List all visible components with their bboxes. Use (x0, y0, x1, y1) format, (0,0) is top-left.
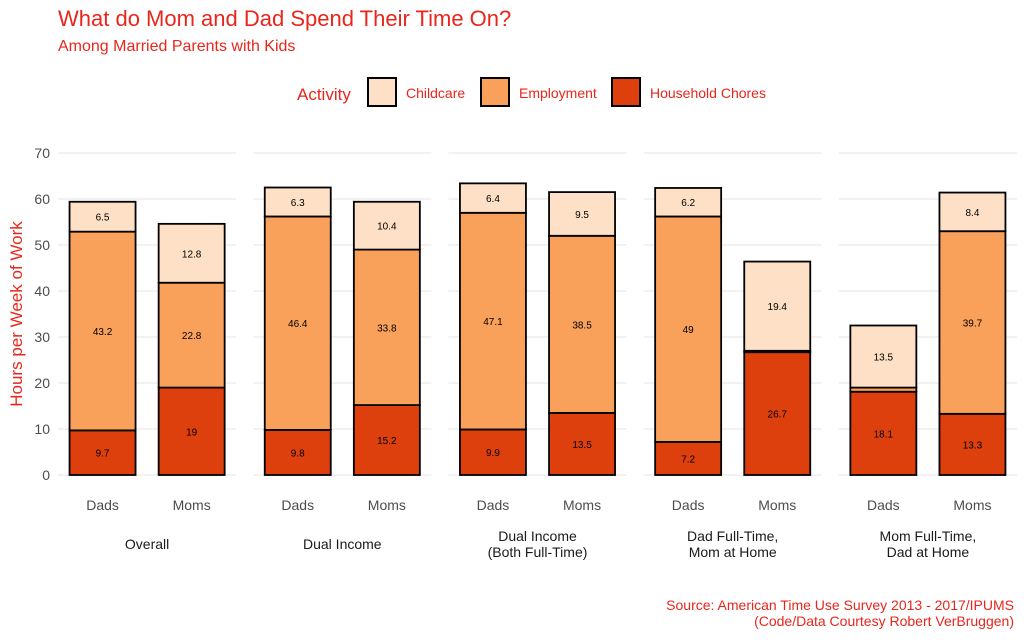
bar-overall-dads-childcare (68, 200, 137, 233)
bar-overall-dads-employment (68, 230, 137, 432)
y-tick-label-60: 60 (34, 191, 50, 207)
caption-line-source: Source: American Time Use Survey 2013 - … (666, 597, 1014, 613)
x-tick-label-dual-income-dads: Dads (281, 497, 314, 513)
x-tick-label-dual-income-moms: Moms (368, 497, 406, 513)
y-tick-label-70: 70 (34, 145, 50, 161)
data-label-dual-income-moms-childcare: 10.4 (377, 222, 397, 233)
legend-label-childcare: Childcare (406, 85, 465, 101)
group-label-dual-income-both-full-time-line-2: (Both Full-Time) (488, 544, 588, 560)
bar-dual-income-moms-childcare (352, 200, 421, 251)
bar-overall-moms-childcare (157, 222, 226, 284)
bar-dual-income-both-full-time-moms-household-chores (548, 411, 616, 476)
x-tick-label-dad-full-time-mom-at-home-dads: Dads (672, 497, 705, 513)
group-label-dad-full-time-mom-at-home-line-1: Dad Full-Time, (687, 528, 778, 544)
data-label-overall-dads-household-chores: 9.7 (96, 449, 110, 460)
legend-swatch-childcare (367, 77, 397, 107)
y-tick-label-30: 30 (34, 329, 50, 345)
x-tick-label-mom-full-time-dad-at-home-dads: Dads (867, 497, 900, 513)
y-tick-label-10: 10 (34, 421, 50, 437)
data-label-dual-income-dads-employment: 46.4 (288, 319, 308, 330)
data-label-dual-income-both-full-time-dads-employment: 47.1 (483, 317, 503, 328)
legend-label-household-chores: Household Chores (650, 85, 766, 101)
bar-dual-income-both-full-time-dads-childcare (459, 182, 527, 214)
data-label-dual-income-both-full-time-moms-employment: 38.5 (572, 320, 592, 331)
x-tick-label-dual-income-both-full-time-moms: Moms (563, 497, 601, 513)
data-label-overall-dads-childcare: 6.5 (96, 213, 110, 224)
bar-dual-income-moms-household-chores (352, 404, 421, 476)
group-label-mom-full-time-dad-at-home-line-1: Mom Full-Time, (880, 528, 977, 544)
bar-dual-income-both-full-time-moms-childcare (548, 191, 616, 237)
bar-overall-moms-household-chores (157, 386, 226, 476)
data-label-dad-full-time-mom-at-home-moms-childcare: 19.4 (768, 302, 788, 313)
bar-dad-full-time-mom-at-home-dads-employment (654, 215, 723, 443)
data-label-overall-moms-household-chores: 19 (186, 427, 198, 438)
data-label-dual-income-moms-household-chores: 15.2 (377, 436, 397, 447)
legend-swatch-employment (480, 77, 510, 107)
y-tick-label-40: 40 (34, 283, 50, 299)
data-label-mom-full-time-dad-at-home-dads-childcare: 13.5 (874, 353, 894, 364)
y-tick-label-0: 0 (42, 467, 50, 483)
data-label-dad-full-time-mom-at-home-dads-childcare: 6.2 (681, 198, 695, 209)
x-tick-label-overall-moms: Moms (173, 497, 211, 513)
data-label-mom-full-time-dad-at-home-moms-childcare: 8.4 (965, 208, 979, 219)
y-tick-label-50: 50 (34, 237, 50, 253)
chart-subtitle: Among Married Parents with Kids (58, 38, 296, 55)
bar-dual-income-dads-employment (263, 215, 332, 431)
data-label-dad-full-time-mom-at-home-dads-household-chores: 7.2 (681, 454, 695, 465)
bar-dad-full-time-mom-at-home-moms-childcare (743, 260, 812, 352)
data-label-mom-full-time-dad-at-home-moms-household-chores: 13.3 (963, 440, 983, 451)
legend-title: Activity (297, 85, 351, 104)
bar-overall-moms-employment (157, 281, 226, 389)
data-label-dual-income-both-full-time-dads-household-chores: 9.9 (486, 448, 500, 459)
x-tick-label-dual-income-both-full-time-dads: Dads (477, 497, 510, 513)
bar-dual-income-moms-employment (352, 248, 421, 406)
data-label-overall-moms-childcare: 12.8 (182, 249, 202, 260)
y-tick-label-20: 20 (34, 375, 50, 391)
data-label-dad-full-time-mom-at-home-moms-household-chores: 26.7 (768, 410, 788, 421)
chart-caption: Source: American Time Use Survey 2013 - … (666, 597, 1014, 629)
bar-mom-full-time-dad-at-home-moms-childcare (938, 191, 1007, 233)
group-label-overall-line-1: Overall (125, 536, 169, 552)
bar-dual-income-both-full-time-dads-household-chores (459, 428, 527, 476)
data-label-dual-income-both-full-time-dads-childcare: 6.4 (486, 194, 500, 205)
legend-swatch-household-chores (611, 77, 641, 107)
x-tick-label-mom-full-time-dad-at-home-moms: Moms (953, 497, 991, 513)
data-label-mom-full-time-dad-at-home-moms-employment: 39.7 (963, 319, 983, 330)
y-axis-title: Hours per Week of Work (7, 221, 26, 407)
group-label-dual-income-both-full-time-line-1: Dual Income (498, 528, 577, 544)
bar-mom-full-time-dad-at-home-dads-childcare (849, 324, 918, 389)
data-label-dual-income-both-full-time-moms-childcare: 9.5 (575, 210, 589, 221)
data-label-dual-income-dads-household-chores: 9.8 (291, 448, 305, 459)
data-label-mom-full-time-dad-at-home-dads-household-chores: 18.1 (874, 429, 894, 440)
data-label-overall-dads-employment: 43.2 (93, 327, 113, 338)
data-label-dual-income-both-full-time-moms-household-chores: 13.5 (572, 440, 592, 451)
data-label-overall-moms-employment: 22.8 (182, 331, 202, 342)
group-label-mom-full-time-dad-at-home-line-2: Dad at Home (887, 544, 970, 560)
group-label-dual-income-line-1: Dual Income (303, 536, 382, 552)
x-tick-label-dad-full-time-mom-at-home-moms: Moms (758, 497, 796, 513)
x-tick-label-overall-dads: Dads (86, 497, 119, 513)
data-label-dual-income-moms-employment: 33.8 (377, 323, 397, 334)
group-label-dad-full-time-mom-at-home-line-2: Mom at Home (689, 544, 777, 560)
bar-dad-full-time-mom-at-home-dads-childcare (654, 187, 723, 218)
chart-title: What do Mom and Dad Spend Their Time On? (58, 6, 512, 31)
legend-label-employment: Employment (519, 85, 597, 101)
data-label-dad-full-time-mom-at-home-dads-employment: 49 (683, 325, 695, 336)
data-label-dual-income-dads-childcare: 6.3 (291, 198, 305, 209)
bar-dual-income-both-full-time-moms-employment (548, 234, 616, 414)
bar-mom-full-time-dad-at-home-moms-household-chores (938, 412, 1007, 476)
bar-mom-full-time-dad-at-home-dads-household-chores (849, 390, 918, 476)
caption-line-credit: (Code/Data Courtesy Robert VerBruggen) (754, 613, 1014, 629)
bar-dual-income-dads-childcare (263, 186, 332, 218)
